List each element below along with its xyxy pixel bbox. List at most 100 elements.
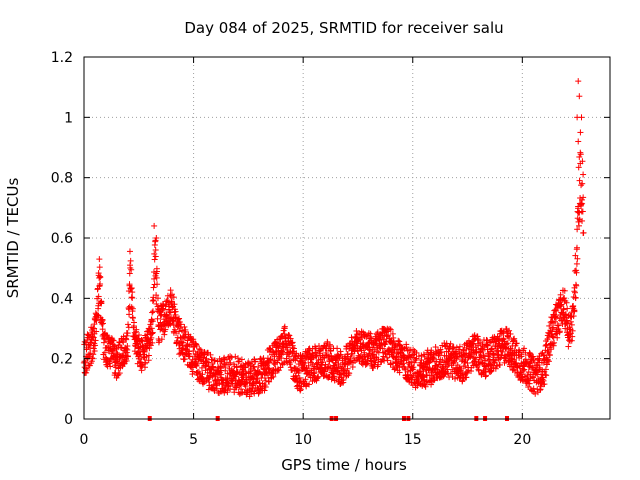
data-point xyxy=(211,357,218,364)
data-point xyxy=(577,151,584,158)
data-point xyxy=(564,305,571,312)
data-point xyxy=(573,260,580,267)
data-point xyxy=(151,256,158,263)
data-point xyxy=(292,372,299,379)
data-point xyxy=(265,366,272,373)
data-point xyxy=(142,359,149,366)
data-point xyxy=(546,351,553,358)
data-point xyxy=(492,357,499,364)
data-point xyxy=(444,366,451,373)
data-point xyxy=(576,93,583,100)
data-point xyxy=(232,353,239,360)
data-point xyxy=(447,370,454,377)
data-point xyxy=(141,348,148,355)
x-tick-label: 20 xyxy=(513,432,531,448)
data-point xyxy=(464,360,471,367)
data-point xyxy=(238,390,245,397)
data-point xyxy=(149,330,156,337)
data-point xyxy=(143,353,150,360)
data-point xyxy=(91,347,98,354)
data-point xyxy=(573,282,580,289)
data-point xyxy=(192,362,199,369)
data-point xyxy=(507,330,514,337)
data-point xyxy=(499,348,506,355)
x-tick-label: 15 xyxy=(404,432,422,448)
data-point xyxy=(84,367,91,374)
data-point xyxy=(403,344,410,351)
data-point xyxy=(95,293,102,300)
data-point xyxy=(228,354,235,361)
data-point xyxy=(209,360,216,367)
data-point xyxy=(458,366,465,373)
data-point xyxy=(463,374,470,381)
data-point xyxy=(152,253,159,260)
data-point xyxy=(452,375,459,382)
data-point xyxy=(305,371,312,378)
data-point xyxy=(150,284,157,291)
data-point xyxy=(90,334,97,341)
data-point xyxy=(569,327,576,334)
data-point xyxy=(488,345,495,352)
data-point xyxy=(162,326,169,333)
data-point xyxy=(110,337,117,344)
data-point xyxy=(576,153,583,160)
data-point xyxy=(265,365,272,372)
data-point xyxy=(145,352,152,359)
data-point xyxy=(575,138,582,145)
axis-ticks: 0 5 10 15 20 0 0.2 0.4 0.6 0.8 1 1.2 xyxy=(51,50,610,448)
data-point xyxy=(129,289,136,296)
data-point xyxy=(297,386,304,393)
x-tick-label: 0 xyxy=(80,432,89,448)
data-point xyxy=(87,344,94,351)
data-point xyxy=(224,389,231,396)
data-point xyxy=(86,362,93,369)
data-point xyxy=(127,262,134,269)
data-point xyxy=(323,349,330,356)
data-point xyxy=(270,373,277,380)
data-point xyxy=(568,321,575,328)
data-point xyxy=(472,356,479,363)
data-point xyxy=(570,313,577,320)
data-point xyxy=(387,326,394,333)
data-point xyxy=(203,375,210,382)
data-point xyxy=(217,374,224,381)
data-point xyxy=(126,281,133,288)
data-point xyxy=(171,326,178,333)
data-point xyxy=(496,361,503,368)
data-point xyxy=(557,291,564,298)
data-point xyxy=(500,335,507,342)
data-point xyxy=(148,334,155,341)
data-point xyxy=(287,335,294,342)
data-point xyxy=(428,381,435,388)
data-point xyxy=(130,323,137,330)
data-point xyxy=(91,321,98,328)
data-point xyxy=(544,361,551,368)
y-tick-label: 0.6 xyxy=(51,231,73,247)
data-point xyxy=(154,281,161,288)
grid-lines xyxy=(84,57,610,419)
data-point xyxy=(315,373,322,380)
data-points xyxy=(80,78,587,400)
data-point xyxy=(551,339,558,346)
data-point xyxy=(153,265,160,272)
data-point xyxy=(386,325,393,332)
data-point xyxy=(361,353,368,360)
data-point xyxy=(286,353,293,360)
data-point xyxy=(109,336,116,343)
data-point xyxy=(573,269,580,276)
data-point xyxy=(116,370,123,377)
data-point xyxy=(262,383,269,390)
data-point xyxy=(171,301,178,308)
data-point xyxy=(495,351,502,358)
data-point xyxy=(536,387,543,394)
x-tick-label: 10 xyxy=(294,432,312,448)
x-tick-label: 5 xyxy=(189,432,198,448)
data-point xyxy=(180,339,187,346)
data-point xyxy=(90,351,97,358)
data-point xyxy=(577,129,584,136)
data-point xyxy=(564,320,571,327)
data-point xyxy=(128,294,135,301)
data-point xyxy=(149,309,156,316)
data-point xyxy=(344,353,351,360)
data-point xyxy=(331,377,338,384)
